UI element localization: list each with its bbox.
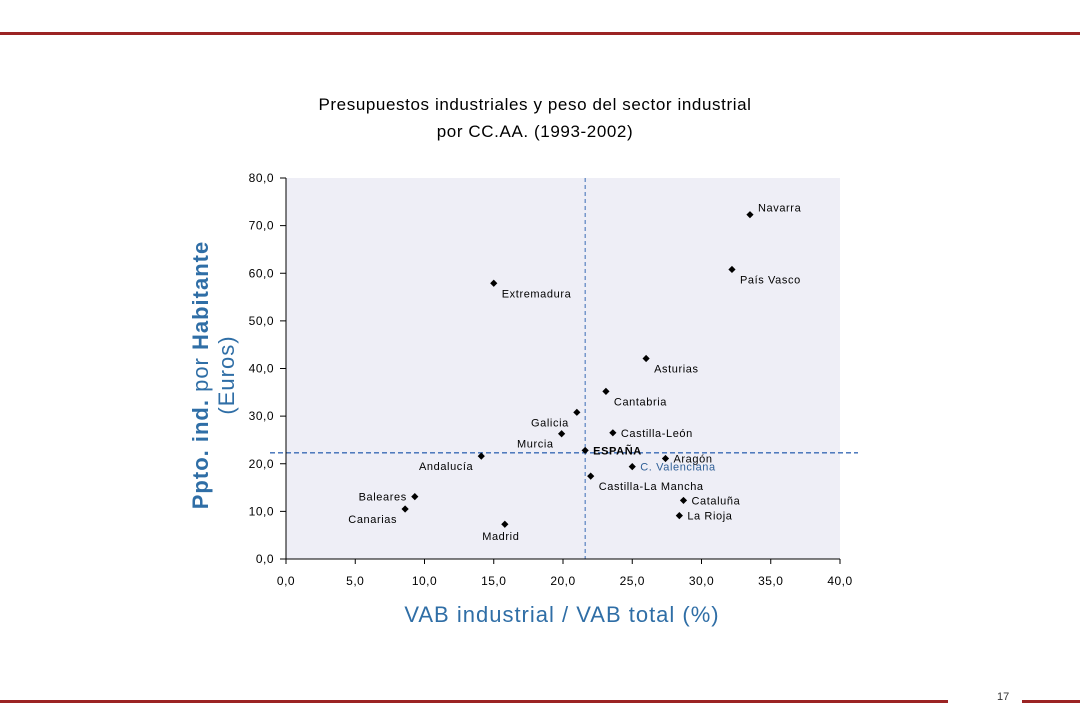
data-point-label: Aragón bbox=[673, 454, 712, 466]
data-point-label: País Vasco bbox=[740, 274, 801, 286]
data-point-marker bbox=[401, 505, 409, 513]
y-tick-label: 10,0 bbox=[249, 504, 274, 518]
data-point-marker bbox=[609, 429, 617, 437]
y-tick-label: 50,0 bbox=[249, 314, 274, 328]
bottom-rule-left bbox=[0, 700, 948, 703]
x-tick-label: 5,0 bbox=[346, 574, 364, 588]
x-tick-label: 0,0 bbox=[277, 574, 295, 588]
x-tick-label: 20,0 bbox=[550, 574, 575, 588]
x-tick-label: 25,0 bbox=[620, 574, 645, 588]
data-point-marker bbox=[587, 472, 595, 480]
chart-title-line-2: por CC.AA. (1993-2002) bbox=[437, 122, 634, 141]
y-tick-label: 60,0 bbox=[249, 266, 274, 280]
data-point-marker bbox=[573, 408, 581, 416]
bottom-rule-right bbox=[1022, 700, 1080, 703]
data-point-label: Baleares bbox=[359, 492, 407, 504]
data-point-label: Cantabria bbox=[614, 396, 667, 408]
data-point-marker bbox=[602, 387, 610, 395]
data-point-marker bbox=[642, 354, 650, 363]
x-axis-title: VAB industrial / VAB total (%) bbox=[404, 602, 719, 627]
axes: 0,0 5,0 10,0 15,0 20,0 25,0 30,0 35,0 40,0 0,0 10,… bbox=[249, 171, 853, 588]
data-point-label: Andalucía bbox=[419, 461, 474, 473]
y-axis-title: Ppto. ind. por Habitante (Euros) bbox=[188, 241, 239, 510]
reference-lines bbox=[270, 178, 858, 559]
svg-text:Ppto. ind. por Hab: Ppto. ind. por Habitante bbox=[188, 241, 213, 510]
data-point-marker bbox=[411, 493, 419, 501]
data-point-marker bbox=[679, 496, 688, 505]
data-point-label: Navarra bbox=[758, 203, 802, 215]
data-point-marker bbox=[628, 463, 636, 471]
y-tick-label: 0,0 bbox=[256, 552, 274, 566]
y-axis-title-part-1: Ppto. ind. bbox=[188, 399, 213, 509]
x-tick-label: 10,0 bbox=[412, 574, 437, 588]
plot-background bbox=[286, 178, 840, 559]
x-tick-label: 15,0 bbox=[481, 574, 506, 588]
data-point-label: Canarias bbox=[348, 514, 397, 526]
x-tick-label: 35,0 bbox=[758, 574, 783, 588]
y-axis-title-line-2: (Euros) bbox=[214, 335, 239, 414]
data-point-label: C. Valenciana bbox=[640, 462, 716, 474]
x-tick-label: 40,0 bbox=[827, 574, 852, 588]
y-tick-label: 40,0 bbox=[249, 362, 274, 376]
chart-title-line-1: Presupuestos industriales y peso del sec… bbox=[318, 95, 751, 114]
data-point-label: Galicia bbox=[531, 417, 569, 429]
data-point-label: Castilla-La Mancha bbox=[599, 481, 704, 493]
data-point-marker bbox=[490, 279, 498, 287]
y-axis-title-part-2: por bbox=[188, 357, 213, 392]
y-tick-label: 70,0 bbox=[249, 219, 274, 233]
page-number: 17 bbox=[997, 691, 1010, 703]
data-point-marker bbox=[477, 452, 485, 460]
data-point-marker bbox=[746, 211, 754, 219]
y-tick-label: 20,0 bbox=[249, 457, 274, 471]
data-point-marker bbox=[581, 446, 589, 455]
data-points: Navarra País Vasco Extremadura Asturias Cant… bbox=[348, 203, 801, 544]
top-rule bbox=[0, 32, 1080, 35]
data-point-label: Extremadura bbox=[502, 288, 572, 300]
data-point-label: Cataluña bbox=[691, 495, 740, 507]
data-point-marker bbox=[675, 512, 683, 520]
data-point-label: ESPAÑA bbox=[593, 444, 642, 457]
data-point-marker bbox=[558, 430, 566, 438]
data-point-marker bbox=[661, 454, 670, 463]
x-tick-label: 30,0 bbox=[689, 574, 714, 588]
data-point-label: Asturias bbox=[654, 363, 699, 375]
data-point-label: Madrid bbox=[482, 531, 519, 543]
data-point-label: Murcia bbox=[517, 439, 554, 451]
data-point-label: La Rioja bbox=[687, 511, 732, 523]
y-axis-title-part-3: Habitante bbox=[188, 241, 213, 350]
data-point-marker bbox=[728, 265, 736, 274]
data-point-label: Castilla-León bbox=[621, 428, 693, 440]
y-tick-label: 80,0 bbox=[249, 171, 274, 185]
y-tick-label: 30,0 bbox=[249, 409, 274, 423]
data-point-marker bbox=[501, 520, 509, 528]
